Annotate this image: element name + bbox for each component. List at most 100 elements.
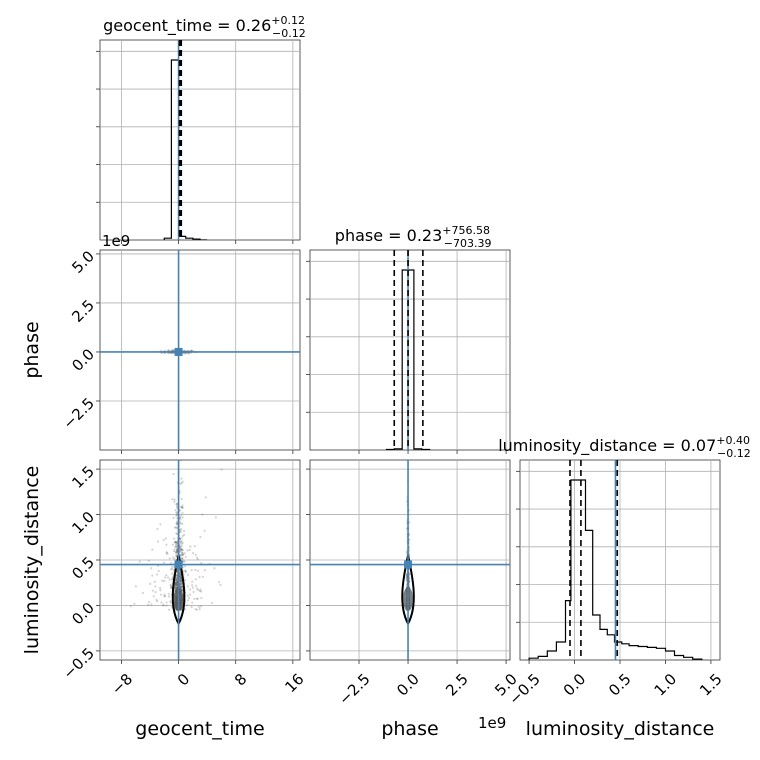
sample-point	[175, 584, 178, 587]
sample-point	[175, 553, 179, 556]
sample-point	[180, 585, 183, 589]
sample-point	[162, 561, 166, 564]
sample-point	[156, 600, 159, 603]
sample-point	[167, 592, 170, 596]
sample-point	[174, 526, 178, 529]
sample-point	[175, 504, 179, 508]
sample-point	[199, 535, 202, 539]
sample-point	[175, 581, 178, 584]
sample-point	[151, 548, 154, 551]
sample-point	[178, 572, 182, 576]
sample-point	[198, 589, 201, 593]
sample-point	[173, 585, 177, 588]
x-tick-label: 1.0	[651, 670, 681, 700]
sample-point	[178, 516, 182, 519]
sample-point	[171, 566, 174, 569]
sample-point	[147, 559, 150, 562]
sample-point	[181, 541, 184, 544]
x-tick-label: 1.5	[696, 670, 726, 700]
sample-point	[201, 575, 205, 578]
sample-point	[181, 553, 184, 556]
grid-0-0	[96, 40, 300, 244]
sample-point	[165, 601, 168, 604]
sample-point	[175, 579, 178, 582]
offset-label-phase-y: 1e9	[102, 232, 130, 250]
sample-point	[180, 582, 183, 585]
sample-point	[200, 596, 203, 600]
sample-point	[175, 583, 178, 586]
sample-point	[157, 569, 160, 573]
sample-point	[150, 603, 153, 606]
sample-point	[217, 580, 221, 584]
x-tick-label: −8	[108, 670, 136, 698]
sample-point	[175, 574, 179, 577]
sample-point	[187, 352, 190, 355]
sample-point	[174, 543, 178, 546]
sample-point	[197, 569, 200, 572]
sample-point	[181, 556, 184, 560]
sample-point	[188, 596, 191, 599]
sample-point	[175, 549, 179, 552]
sample-point	[169, 561, 172, 565]
sample-point	[179, 575, 182, 578]
sample-point	[175, 577, 178, 580]
sample-point	[165, 543, 168, 546]
sample-point	[183, 560, 186, 563]
sample-point	[190, 568, 193, 572]
x-tick-label: −2.5	[335, 670, 373, 708]
sample-point	[191, 586, 195, 589]
sample-point	[152, 595, 155, 598]
sample-point	[179, 550, 182, 553]
sample-point	[181, 549, 184, 552]
sample-point	[173, 526, 176, 529]
title-minus-phase: −703.39	[444, 237, 492, 250]
x-tick-label: 0.0	[393, 670, 423, 700]
sample-point	[165, 574, 168, 577]
sample-point	[193, 597, 196, 601]
panel-geocent_time-geocent_time	[99, 39, 301, 241]
title-main-luminosity_distance: luminosity_distance = 0.07	[498, 436, 716, 456]
sample-point	[171, 498, 174, 501]
sample-point	[171, 567, 174, 570]
sample-point	[194, 568, 197, 571]
sample-point	[196, 597, 199, 600]
sample-point	[175, 577, 178, 580]
sample-point	[173, 548, 176, 551]
sample-point	[174, 551, 178, 554]
sample-point	[179, 553, 182, 556]
sample-point	[194, 553, 197, 556]
sample-point	[178, 583, 182, 586]
sample-point	[170, 572, 174, 575]
sample-point	[170, 578, 174, 581]
sample-point	[180, 542, 184, 545]
sample-point	[180, 497, 183, 501]
histogram-luminosity_distance	[528, 460, 703, 660]
sample-point	[171, 349, 174, 352]
sample-point	[180, 579, 183, 582]
sample-point	[181, 557, 184, 561]
y-tick-label: 5.0	[68, 247, 98, 277]
sample-point	[166, 576, 170, 579]
x-axis-label-phase: phase	[381, 718, 438, 740]
sample-point	[174, 583, 177, 586]
x-tick-label: 8	[231, 670, 250, 689]
y-tick-label: 1.0	[68, 508, 98, 538]
sample-point	[192, 590, 195, 594]
title-main-phase: phase = 0.23	[335, 226, 442, 245]
sample-point	[180, 557, 183, 560]
sample-point	[204, 496, 207, 499]
sample-point	[180, 580, 183, 583]
x-tick-label: 0	[174, 670, 193, 689]
sample-point	[184, 578, 187, 582]
sample-point	[174, 584, 177, 587]
sample-point	[181, 522, 184, 525]
sample-point	[164, 537, 167, 540]
sample-point	[203, 569, 206, 572]
sample-point	[175, 549, 178, 553]
sample-point	[159, 589, 162, 592]
x-axis-label-geocent_time: geocent_time	[135, 718, 264, 740]
sample-point	[220, 468, 223, 471]
sample-point	[201, 513, 204, 516]
sample-point	[180, 587, 184, 590]
sample-point	[175, 522, 179, 525]
